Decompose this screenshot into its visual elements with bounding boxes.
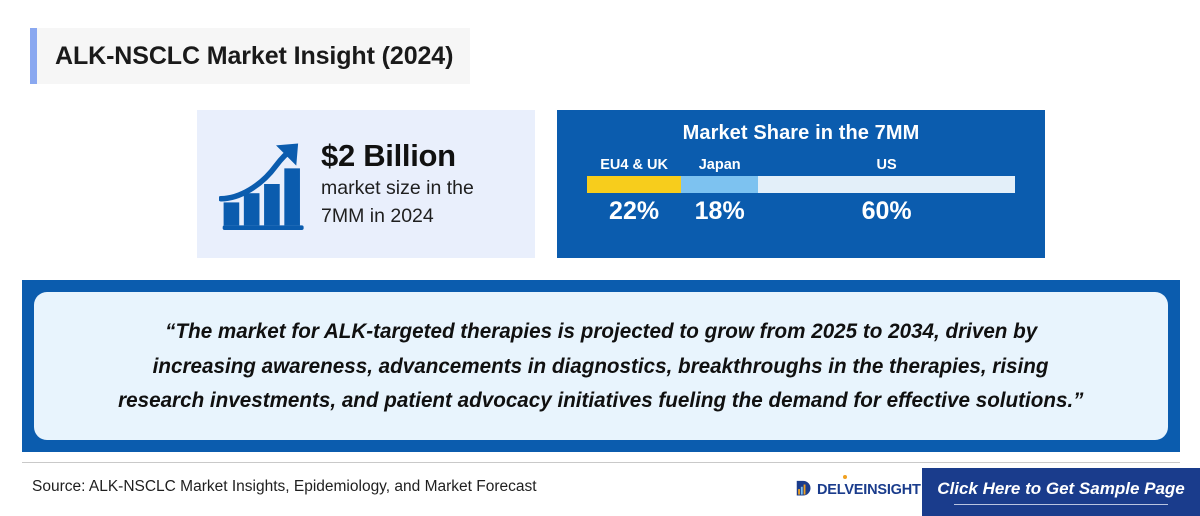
stat-text-group: $2 Billion market size in the 7MM in 202…	[311, 138, 474, 229]
segment-label-us: US	[876, 157, 897, 173]
cta-underline	[954, 504, 1168, 505]
segment-value-japan: 18%	[694, 197, 745, 225]
market-share-stacked-bar	[587, 176, 1015, 193]
segment-bar-eu4-uk	[587, 176, 682, 193]
source-text: Source: ALK-NSCLC Market Insights, Epide…	[32, 478, 537, 495]
get-sample-page-button[interactable]: Click Here to Get Sample Page	[922, 468, 1200, 516]
page-title: ALK-NSCLC Market Insight (2024)	[55, 41, 454, 70]
market-share-bar-group: EU4 & UK Japan US 22% 18% 60%	[587, 157, 1015, 226]
quote-frame: “The market for ALK-targeted therapies i…	[22, 280, 1180, 452]
delveinsight-logo: DELVEINSIGHT	[794, 475, 921, 502]
segment-bar-us	[758, 176, 1015, 193]
segment-label-japan: Japan	[698, 157, 741, 173]
market-share-title: Market Share in the 7MM	[682, 122, 920, 144]
segment-label-eu4-uk: EU4 & UK	[600, 157, 668, 173]
quote-line-2: increasing awareness, advancements in di…	[153, 353, 1049, 378]
cta-label: Click Here to Get Sample Page	[937, 479, 1185, 498]
quote-panel: “The market for ALK-targeted therapies i…	[34, 292, 1168, 440]
delveinsight-logo-text: DELVEINSIGHT	[817, 482, 921, 498]
quote-line-1: “The market for ALK-targeted therapies i…	[164, 318, 1038, 343]
title-accent-bar	[30, 28, 37, 84]
bar-chart-growth-icon	[219, 143, 304, 230]
stat-value: $2 Billion	[321, 138, 456, 174]
stat-description-line2: 7MM in 2024	[321, 204, 434, 227]
segment-bar-japan	[681, 176, 759, 193]
delveinsight-logo-icon	[796, 480, 811, 496]
segment-value-eu4-uk: 22%	[609, 197, 660, 225]
market-share-card: Market Share in the 7MM EU4 & UK Japan U…	[557, 110, 1045, 258]
market-size-stat-card: $2 Billion market size in the 7MM in 202…	[197, 110, 535, 258]
market-share-values: 22% 18% 60%	[587, 195, 1015, 226]
page-title-card: ALK-NSCLC Market Insight (2024)	[30, 28, 470, 84]
segment-value-us: 60%	[861, 197, 912, 225]
footer-divider	[22, 462, 1180, 463]
stat-description-line1: market size in the	[321, 177, 474, 200]
logo-accent-dot	[842, 475, 847, 479]
market-share-labels: EU4 & UK Japan US	[587, 157, 1015, 173]
quote-line-3: research investments, and patient advoca…	[118, 388, 1084, 413]
